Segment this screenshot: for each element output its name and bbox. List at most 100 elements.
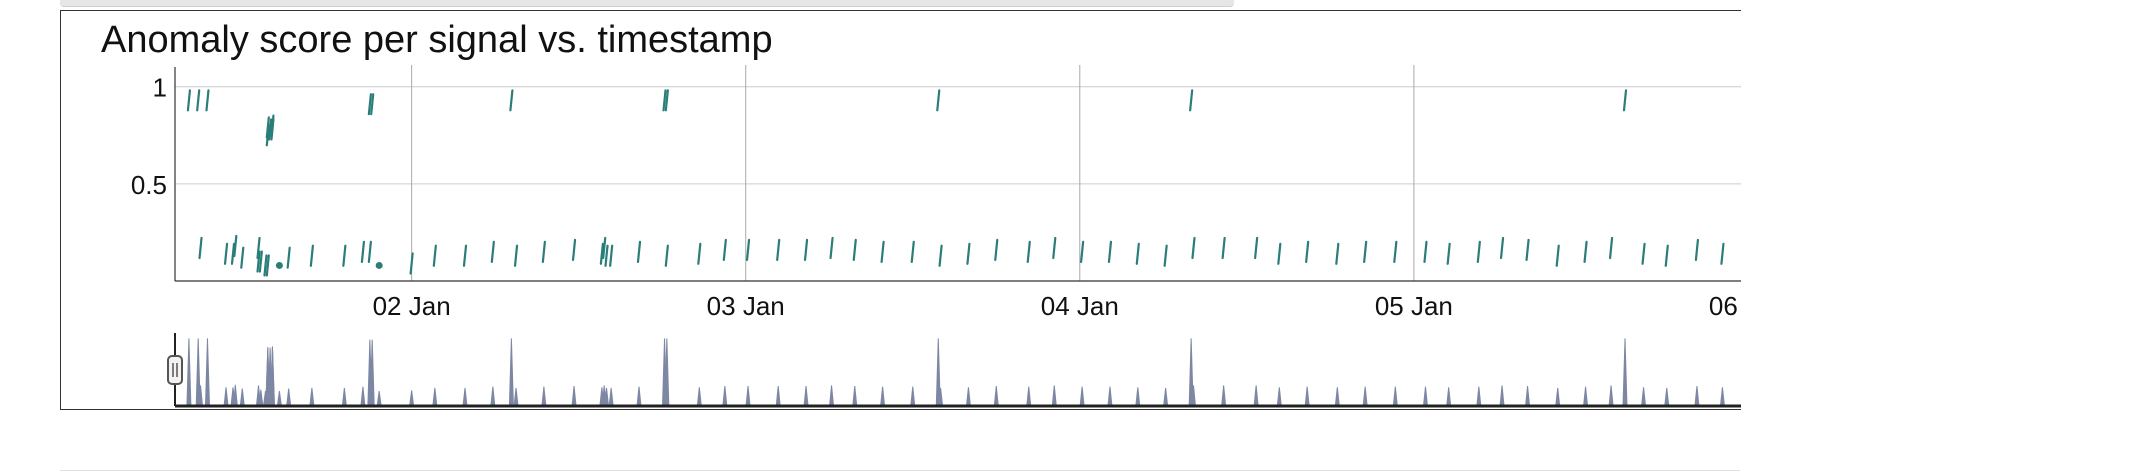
navigator-bar: [409, 390, 415, 407]
data-point: [367, 240, 372, 263]
data-point: [1080, 240, 1085, 263]
data-point: [803, 238, 809, 262]
data-point: [342, 244, 347, 267]
y-tick-label: 1: [153, 73, 167, 103]
data-point: [1622, 89, 1628, 112]
navigator-bar: [1334, 387, 1340, 407]
x-tick-label: 05 Jan: [1375, 291, 1453, 321]
data-point: [1525, 238, 1530, 262]
data-point: [1221, 236, 1226, 260]
data-point: [186, 89, 192, 112]
data-point: [1446, 242, 1451, 265]
navigator-bar: [696, 387, 702, 407]
data-point: [880, 240, 885, 263]
navigator-bar: [1525, 386, 1531, 407]
data-point: [196, 89, 201, 112]
data-point: [571, 238, 577, 262]
navigator-bar: [1446, 387, 1452, 407]
data-point: [513, 244, 519, 267]
data-point: [1052, 236, 1057, 260]
x-tick-label: 06 Jan: [1709, 291, 1741, 321]
data-point: [1393, 240, 1398, 263]
navigator-bar: [880, 386, 886, 407]
marks-layer: [186, 89, 1725, 277]
data-point: [604, 244, 609, 267]
navigator-series: [186, 338, 1725, 407]
data-point: [664, 89, 669, 112]
navigator-bar: [1555, 387, 1561, 407]
data-point: [270, 114, 275, 137]
navigator-bar: [276, 390, 282, 407]
data-point: [776, 238, 781, 262]
navigator-bar: [1392, 386, 1398, 407]
axis-layer: 0.5 1 02 Jan 03 Jan 04 Jan 05 Jan 06 Jan: [131, 67, 1741, 321]
navigator-bar: [1694, 386, 1700, 407]
data-point: [240, 246, 245, 269]
navigator-bar: [186, 338, 192, 407]
data-point: [367, 93, 372, 116]
time-navigator[interactable]: [167, 333, 1741, 408]
data-point: [205, 89, 210, 112]
navigator-bar: [204, 338, 210, 407]
chart-frame: Anomaly score per signal vs. timestamp 0…: [60, 10, 1741, 410]
navigator-bar: [1079, 386, 1085, 407]
navigator-bar: [775, 386, 781, 407]
data-point: [852, 238, 857, 262]
navigator-bar: [1304, 386, 1310, 407]
data-point: [1189, 89, 1194, 112]
navigator-bar: [803, 386, 809, 407]
navigator-bar: [223, 387, 229, 407]
navigator-bar: [341, 387, 347, 407]
data-point: [1423, 240, 1428, 263]
navigator-bar: [993, 386, 999, 407]
top-scrollbar[interactable]: [60, 0, 1234, 7]
navigator-bar: [508, 338, 514, 407]
data-point: [994, 238, 999, 262]
data-point: [636, 240, 642, 263]
navigator-bar: [1362, 386, 1368, 407]
data-point: [1476, 240, 1481, 263]
data-point: [1254, 236, 1259, 260]
data-dot: [275, 261, 283, 269]
data-point: [1305, 240, 1310, 263]
data-point: [1499, 236, 1505, 260]
navigator-bar: [541, 386, 547, 407]
navigator-bar: [1107, 386, 1113, 407]
navigator-handle-left[interactable]: [167, 355, 183, 385]
navigator-bar: [1276, 387, 1282, 407]
navigator-bar: [232, 384, 238, 407]
navigator-bar: [1026, 386, 1032, 407]
data-point: [1694, 238, 1700, 262]
navigator-bar: [608, 387, 614, 407]
data-point: [1583, 240, 1588, 263]
scatter-chart: 0.5 1 02 Jan 03 Jan 04 Jan 05 Jan 06 Jan: [131, 65, 1741, 408]
data-point: [662, 89, 667, 112]
navigator-bar: [286, 388, 292, 407]
navigator-bar: [239, 388, 245, 407]
data-point: [745, 238, 751, 262]
navigator-bar: [269, 346, 275, 407]
navigator-bar: [513, 387, 519, 407]
data-point: [256, 250, 261, 273]
data-point: [1335, 242, 1340, 265]
data-point: [722, 238, 727, 262]
data-point: [936, 89, 941, 112]
data-point: [432, 244, 437, 267]
y-tick-label: 0.5: [131, 170, 167, 200]
navigator-bar: [1051, 385, 1057, 407]
navigator-bar: [829, 385, 835, 407]
navigator-bar: [376, 390, 382, 407]
navigator-bar: [490, 386, 496, 407]
data-point: [609, 244, 614, 267]
data-point: [910, 240, 915, 263]
data-point: [268, 118, 273, 141]
data-point: [263, 254, 268, 277]
data-point: [490, 240, 495, 263]
navigator-bar: [1664, 387, 1670, 407]
navigator-bar: [462, 387, 468, 407]
navigator-bar: [360, 386, 366, 407]
data-point: [1107, 240, 1113, 263]
data-point: [966, 242, 971, 265]
navigator-bar: [309, 387, 315, 407]
data-point: [1363, 240, 1368, 263]
